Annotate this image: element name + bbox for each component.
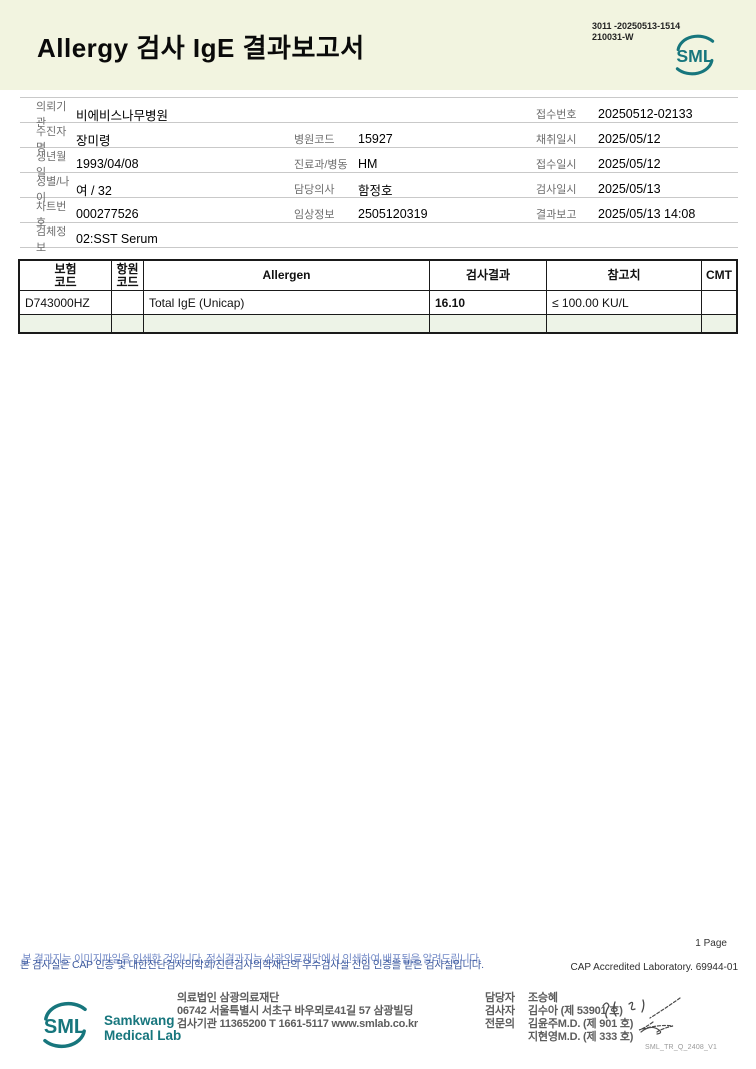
field-value: 000277526 <box>76 207 139 221</box>
column-header-result: 검사결과 <box>430 261 547 290</box>
field-value: 02:SST Serum <box>76 232 158 246</box>
field-label: 검체정보 <box>36 226 67 254</box>
lab-street-address: 06742 서울특별시 서초구 바우뫼로41길 57 삼광빌딩 <box>177 1005 414 1017</box>
cap-accreditation-note: CAP Accredited Laboratory. 69944-01 <box>570 962 738 973</box>
field-value: 2025/05/13 <box>598 182 661 196</box>
sml-logo-icon: SML <box>34 998 96 1057</box>
disclaimer-line-1: 본 결과지는 이미지파일을 인쇄한 것입니다. 정식결과지는 삼광의료재단에서 … <box>22 953 482 965</box>
info-row: 수진자명 장미령 병원코드 15927 채취일시 2025/05/12 <box>20 123 738 154</box>
field-label: 임상정보 <box>294 209 335 221</box>
field-value: 비에비스나무병원 <box>76 108 169 123</box>
info-row: 성별/나이 여 / 32 담당의사 함정호 검사일시 2025/05/13 <box>20 173 738 204</box>
empty-cell <box>547 315 702 332</box>
field-value: 장미령 <box>76 133 111 148</box>
field-value: 여 / 32 <box>76 183 112 198</box>
field-value: 함정호 <box>358 183 393 198</box>
column-header-cmt: CMT <box>706 268 732 282</box>
lab-wordmark: Samkwang Medical Lab <box>104 1013 181 1043</box>
empty-cell <box>144 315 430 332</box>
form-version-code: SML_TR_Q_2408_V1 <box>645 1044 718 1051</box>
header-band: Allergy 검사 IgE 결과보고서 3011 -20250513-1514… <box>0 0 756 90</box>
empty-cell <box>112 315 144 332</box>
field-label: 접수일시 <box>536 159 577 171</box>
staff-name: 지현영M.D. (제 333 호) <box>528 1031 634 1043</box>
staff-row: 담당자 조승혜 <box>485 992 633 1005</box>
field-label: 차트번호 <box>36 201 67 229</box>
info-row: 생년월일 1993/04/08 진료과/병동 HM 접수일시 2025/05/1… <box>20 148 738 179</box>
field-label: 접수번호 <box>536 109 577 121</box>
result-value-cell: 16.10 <box>430 291 547 314</box>
field-value: HM <box>358 157 378 171</box>
column-header-insurance-code: 보험 코드 <box>20 261 112 290</box>
field-label: 수진자명 <box>36 126 67 154</box>
staff-role: 검사자 <box>485 1005 515 1017</box>
document-code-line2: 210031-W <box>592 32 634 42</box>
svg-text:SML: SML <box>676 46 713 66</box>
staff-name: 김윤주M.D. (제 901 호) <box>528 1018 634 1030</box>
antigen-code-cell <box>112 291 144 314</box>
field-label: 진료과/병동 <box>294 159 348 171</box>
field-value: 20250512-02133 <box>598 107 693 121</box>
disclaimer-line-2: 본 검사실은 CAP 인증 및 대한진단검사의학회/진단검사의학재단의 우수검사… <box>20 959 484 971</box>
info-row: 차트번호 000277526 임상정보 2505120319 결과보고 2025… <box>20 198 738 229</box>
order-info-table: 의뢰기관 비에비스나무병원 접수번호 20250512-02133 수진자명 장… <box>20 97 738 254</box>
empty-result-row <box>20 314 736 332</box>
report-title: Allergy 검사 IgE 결과보고서 <box>37 33 365 63</box>
field-label: 의뢰기관 <box>36 101 67 129</box>
staff-block: 담당자 조승혜 검사자 김수아 (제 53901 호) 전문의 김윤주M.D. … <box>485 992 633 1044</box>
staff-role: 전문의 <box>485 1018 515 1030</box>
lab-address-block: 의료법인 삼광의료재단 06742 서울특별시 서초구 바우뫼로41길 57 삼… <box>177 992 418 1031</box>
field-label: 담당의사 <box>294 184 335 196</box>
field-value: 1993/04/08 <box>76 157 139 171</box>
field-value: 2025/05/12 <box>598 157 661 171</box>
field-value: 2025/05/13 14:08 <box>598 207 696 221</box>
document-codes: 3011 -20250513-1514 210031-W <box>592 21 680 43</box>
field-value: 2025/05/12 <box>598 132 661 146</box>
empty-cell <box>702 315 736 332</box>
sml-logo-icon: SML <box>672 30 718 85</box>
result-row: D743000HZ Total IgE (Unicap) 16.10 ≤ 100… <box>20 291 736 314</box>
staff-row: 전문의 김윤주M.D. (제 901 호) <box>485 1018 633 1031</box>
field-label: 결과보고 <box>536 209 577 221</box>
staff-name: 김수아 (제 53901 호) <box>528 1005 623 1017</box>
staff-row: 검사자 김수아 (제 53901 호) <box>485 1005 633 1018</box>
lab-name-line2: Medical Lab <box>104 1027 182 1043</box>
field-label: 성별/나이 <box>36 176 70 204</box>
empty-cell <box>20 315 112 332</box>
results-table: 보험 코드 항원 코드 Allergen 검사결과 참고치 CMT D74300… <box>18 259 738 334</box>
page-number: 1 Page <box>695 938 727 949</box>
svg-text:SML: SML <box>44 1016 86 1038</box>
lab-contact-line: 검사기관 11365200 T 1661-5117 www.smlab.co.k… <box>177 1018 419 1030</box>
lab-corporation-name: 의료법인 삼광의료재단 <box>177 992 280 1004</box>
empty-cell <box>430 315 547 332</box>
field-label: 생년월일 <box>36 151 67 179</box>
column-header-allergen: Allergen <box>144 261 430 290</box>
field-label: 채취일시 <box>536 134 577 146</box>
footer-logo-block: SML Samkwang Medical Lab <box>34 998 181 1057</box>
signature-scribble <box>585 992 695 1049</box>
lab-name-line1: Samkwang <box>104 1012 175 1028</box>
staff-role: 담당자 <box>485 992 515 1004</box>
info-row: 의뢰기관 비에비스나무병원 접수번호 20250512-02133 <box>20 98 738 129</box>
staff-name: 조승혜 <box>528 992 558 1004</box>
insurance-code-cell: D743000HZ <box>20 291 112 314</box>
results-header-row: 보험 코드 항원 코드 Allergen 검사결과 참고치 CMT <box>20 261 736 291</box>
field-value: 15927 <box>358 132 393 146</box>
cmt-cell <box>702 291 736 314</box>
info-row: 검체정보 02:SST Serum <box>20 223 738 254</box>
field-value: 2505120319 <box>358 207 428 221</box>
reference-range-cell: ≤ 100.00 KU/L <box>547 291 702 314</box>
allergen-cell: Total IgE (Unicap) <box>144 291 430 314</box>
column-header-reference: 참고치 <box>547 261 702 290</box>
staff-role <box>485 1031 523 1044</box>
column-header-antigen-code: 항원 코드 <box>112 261 144 290</box>
staff-row: 지현영M.D. (제 333 호) <box>485 1031 633 1044</box>
field-label: 검사일시 <box>536 184 577 196</box>
field-label: 병원코드 <box>294 134 335 146</box>
document-code-line1: 3011 -20250513-1514 <box>592 21 681 31</box>
